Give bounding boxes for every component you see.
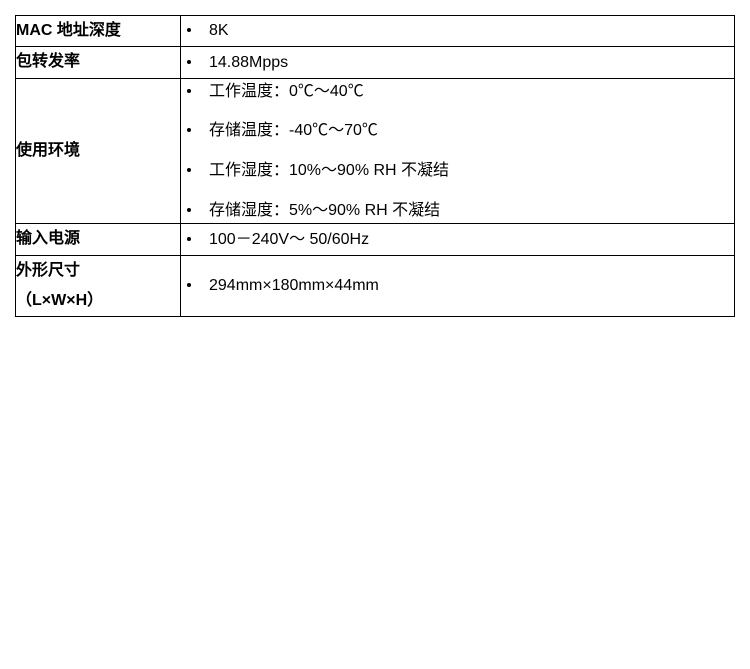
spec-value-item: 100－240V～ 50/60Hz <box>181 227 734 253</box>
table-row: 输入电源100－240V～ 50/60Hz <box>16 224 735 255</box>
spec-value-cell: 工作温度：0℃～40℃ 存储温度：-40℃～70℃ 工作湿度：10%～90% RH … <box>181 78 735 223</box>
spec-label-cell: 外形尺寸（L×W×H） <box>16 255 181 317</box>
spec-value-list: 工作温度：0℃～40℃ 存储温度：-40℃～70℃ 工作湿度：10%～90% RH … <box>181 79 734 223</box>
spec-value-list: 14.88Mpps <box>181 50 734 76</box>
table-row: 使用环境 工作温度：0℃～40℃ 存储温度：-40℃～70℃ 工作湿度：10%～90%… <box>16 78 735 223</box>
spec-value-item: 8K <box>181 18 734 44</box>
spec-value-item: 工作温度：0℃～40℃ <box>181 79 734 105</box>
spec-value-list: 100－240V～ 50/60Hz <box>181 227 734 253</box>
spec-label-cell: 包转发率 <box>16 47 181 78</box>
spec-value-item: 294mm×180mm×44mm <box>181 273 734 299</box>
spec-value-list: 8K <box>181 18 734 44</box>
spec-label-cell: 使用环境 <box>16 78 181 223</box>
spec-value-list: 294mm×180mm×44mm <box>181 273 734 299</box>
spec-value-cell: 14.88Mpps <box>181 47 735 78</box>
spec-label-text: （L×W×H） <box>16 286 180 316</box>
spec-value-item: 存储湿度：5%～90% RH 不凝结 <box>181 198 734 224</box>
spec-value-cell: 294mm×180mm×44mm <box>181 255 735 317</box>
spec-value-cell: 8K <box>181 16 735 47</box>
spec-label-cell: 输入电源 <box>16 224 181 255</box>
spec-label-cell: MAC 地址深度 <box>16 16 181 47</box>
spec-label-text: 使用环境 <box>16 136 180 166</box>
spec-value-item: 存储温度：-40℃～70℃ <box>181 118 734 144</box>
spec-label-text: 输入电源 <box>16 224 180 254</box>
spec-value-cell: 100－240V～ 50/60Hz <box>181 224 735 255</box>
table-row: 包转发率14.88Mpps <box>16 47 735 78</box>
table-row: 外形尺寸（L×W×H）294mm×180mm×44mm <box>16 255 735 317</box>
spec-table-body: MAC 地址深度8K包转发率14.88Mpps使用环境工作温度：0℃～40℃存储… <box>16 16 735 317</box>
spec-label-text: 包转发率 <box>16 47 180 77</box>
spec-table: MAC 地址深度8K包转发率14.88Mpps使用环境工作温度：0℃～40℃存储… <box>15 15 735 317</box>
spec-label-text: 外形尺寸 <box>16 256 180 286</box>
spec-value-item: 工作湿度：10%～90% RH 不凝结 <box>181 158 734 184</box>
spec-label-text: MAC 地址深度 <box>16 16 180 46</box>
spec-value-item: 14.88Mpps <box>181 50 734 76</box>
table-row: MAC 地址深度8K <box>16 16 735 47</box>
